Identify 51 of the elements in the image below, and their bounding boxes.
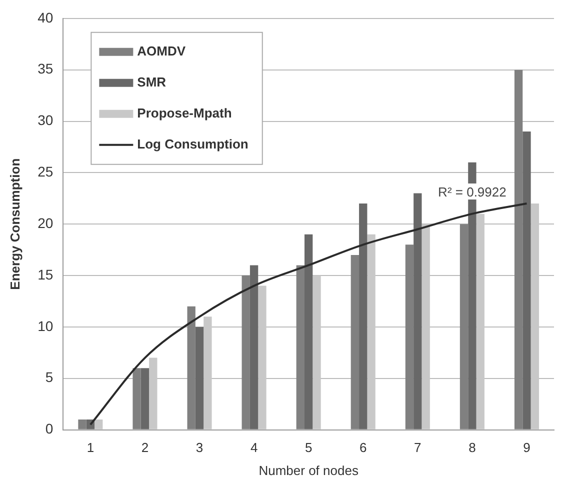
y-tick-label: 20 <box>38 214 54 231</box>
x-tick-label: 6 <box>360 440 367 456</box>
x-tick-label: 7 <box>414 440 422 456</box>
y-tick-label: 15 <box>38 266 54 282</box>
bar <box>367 234 376 430</box>
bar <box>94 420 103 430</box>
x-tick-label: 1 <box>86 440 94 456</box>
bar <box>476 214 484 430</box>
x-tick-label: 3 <box>196 440 204 456</box>
bar <box>312 276 321 430</box>
legend-label: AOMDV <box>137 43 186 58</box>
bar <box>422 224 430 430</box>
y-tick-label: 5 <box>45 369 54 386</box>
legend-label: SMR <box>137 74 167 90</box>
y-tick-label: 0 <box>45 420 54 437</box>
line-series <box>89 202 528 426</box>
bar <box>242 276 250 430</box>
bar <box>296 265 304 430</box>
x-tick-label: 8 <box>468 440 476 456</box>
bar <box>414 193 422 430</box>
bar <box>514 70 523 430</box>
bar <box>530 204 540 430</box>
bar <box>304 234 313 430</box>
bar <box>250 265 258 430</box>
bar <box>132 368 141 430</box>
bar <box>78 420 86 430</box>
bar <box>460 224 468 430</box>
y-tick-label: 35 <box>38 60 54 77</box>
bar <box>258 286 266 430</box>
x-tick-label: 9 <box>523 440 530 456</box>
x-tick-label: 2 <box>141 440 149 456</box>
y-axis-title: Energy Consumption <box>7 158 22 290</box>
legend-label: Log Consumption <box>137 136 248 152</box>
y-tick-label: 25 <box>38 164 54 180</box>
x-tick-label: 5 <box>304 440 312 456</box>
bar <box>140 368 150 430</box>
annotation: R² = 0.9922 <box>438 184 506 200</box>
x-axis-title: Number of nodes <box>258 462 359 478</box>
bar <box>187 306 196 430</box>
y-tick-label: 40 <box>38 9 54 26</box>
bar <box>149 358 158 430</box>
bar <box>195 326 204 430</box>
bar <box>359 204 368 430</box>
x-tick-label: 4 <box>250 440 258 456</box>
bar <box>405 244 414 430</box>
bar <box>522 132 531 430</box>
y-tick-label: 10 <box>38 318 54 334</box>
bar <box>204 316 212 430</box>
y-tick-label: 30 <box>38 112 54 128</box>
legend-label: Propose-Mpath <box>137 105 232 120</box>
bar <box>350 254 360 430</box>
